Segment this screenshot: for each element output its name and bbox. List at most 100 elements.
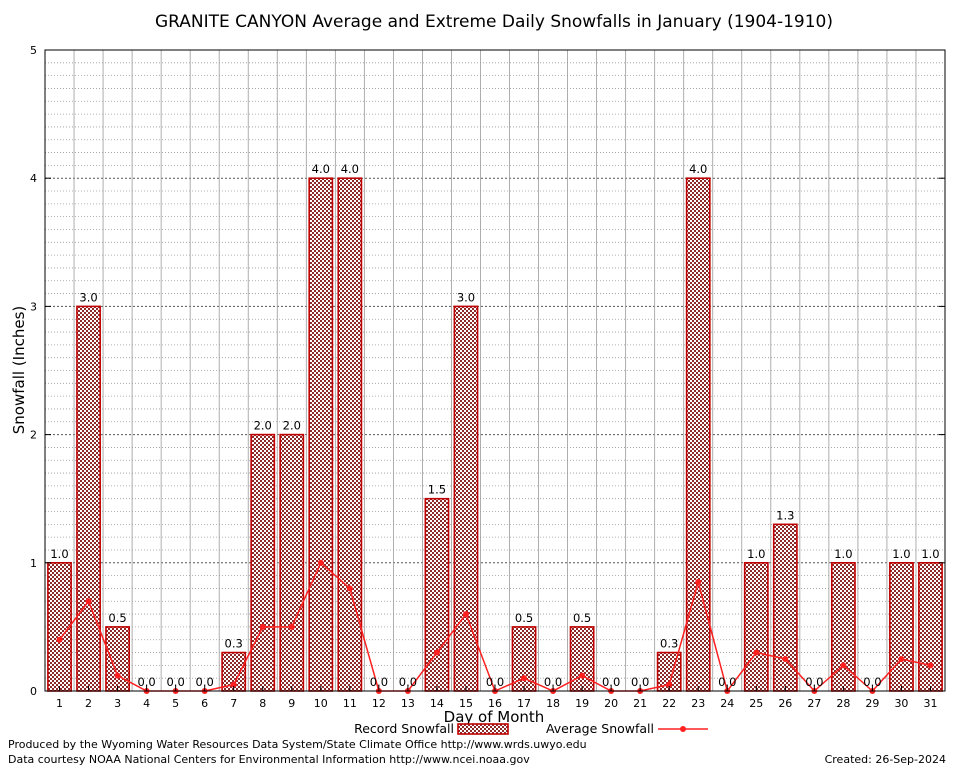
average-point	[695, 579, 702, 586]
average-point	[56, 636, 63, 643]
data-label: 1.5	[428, 483, 446, 497]
data-label: 1.0	[50, 547, 68, 561]
average-point	[782, 655, 789, 662]
x-tick-label: 6	[201, 697, 208, 710]
y-tick-label: 1	[30, 557, 37, 570]
x-tick-label: 26	[778, 697, 792, 710]
y-axis-label: Snowfall (Inches)	[10, 306, 28, 434]
x-tick-label: 18	[546, 697, 560, 710]
bar-day-25	[743, 561, 769, 692]
data-label: 0.0	[370, 675, 388, 689]
data-label: 0.0	[544, 675, 562, 689]
data-label: 4.0	[341, 162, 359, 176]
average-point	[346, 585, 353, 592]
bar-day-30	[889, 561, 914, 692]
grid-lines	[44, 49, 946, 692]
data-label: 3.0	[79, 290, 97, 304]
legend-record-swatch	[457, 723, 509, 735]
data-label: 0.0	[805, 675, 823, 689]
data-label: 0.5	[108, 611, 126, 625]
average-point	[114, 672, 121, 679]
bar-day-1	[47, 561, 72, 692]
x-tick-label: 4	[143, 697, 150, 710]
data-label: 1.0	[834, 547, 852, 561]
data-label: 0.0	[718, 675, 736, 689]
average-point	[433, 649, 440, 656]
x-tick-label: 2	[85, 697, 92, 710]
x-axis-label: Day of Month	[444, 708, 545, 726]
data-label: 4.0	[312, 162, 330, 176]
average-point	[927, 662, 934, 669]
footer-created: Created: 26-Sep-2024	[825, 753, 946, 766]
average-point	[579, 672, 586, 679]
data-label: 0.0	[602, 675, 620, 689]
x-tick-label: 28	[836, 697, 850, 710]
data-label: 2.0	[254, 419, 272, 433]
data-label: 4.0	[689, 162, 707, 176]
data-label: 1.3	[776, 508, 794, 522]
legend: Record Snowfall Average Snowfall	[354, 721, 708, 736]
bar-day-10	[308, 177, 334, 692]
data-label: 0.0	[631, 675, 649, 689]
average-point	[85, 598, 92, 605]
average-point	[840, 662, 847, 669]
average-point	[259, 623, 266, 630]
average-point	[521, 675, 528, 682]
x-tick-label: 27	[807, 697, 821, 710]
bar-day-26	[772, 523, 798, 692]
bar-day-15	[453, 305, 479, 692]
bars-group	[47, 177, 943, 692]
data-label: 3.0	[457, 290, 475, 304]
x-tick-label: 15	[459, 697, 473, 710]
data-label: 0.0	[863, 675, 881, 689]
chart-title: GRANITE CANYON Average and Extreme Daily…	[155, 12, 833, 32]
x-tick-label: 3	[114, 697, 121, 710]
x-tick-label: 8	[259, 697, 266, 710]
x-tick-label: 14	[430, 697, 444, 710]
x-tick-label: 10	[314, 697, 328, 710]
x-tick-label: 22	[662, 697, 676, 710]
data-label: 0.0	[137, 675, 155, 689]
average-point	[317, 559, 324, 566]
bar-day-2	[76, 305, 101, 692]
data-label: 0.5	[573, 611, 591, 625]
x-tick-label: 20	[604, 697, 618, 710]
y-tick-label: 5	[30, 44, 37, 57]
y-tick-label: 0	[30, 685, 37, 698]
x-tick-label: 29	[865, 697, 879, 710]
x-tick-label: 24	[720, 697, 734, 710]
data-label: 1.0	[921, 547, 939, 561]
legend-average-swatch-point	[680, 726, 686, 732]
data-label: 0.0	[399, 675, 417, 689]
data-label: 0.0	[486, 675, 504, 689]
x-tick-label: 1	[56, 697, 63, 710]
data-label: 0.0	[196, 675, 214, 689]
footer-courtesy: Data courtesy NOAA National Centers for …	[8, 753, 530, 766]
data-label: 2.0	[283, 419, 301, 433]
average-point	[666, 681, 673, 688]
legend-record-label: Record Snowfall	[354, 721, 454, 736]
x-tick-label: 11	[343, 697, 357, 710]
x-tick-label: 7	[230, 697, 237, 710]
data-label: 0.5	[515, 611, 533, 625]
x-tick-label: 13	[401, 697, 415, 710]
x-tick-label: 30	[894, 697, 908, 710]
y-tick-label: 2	[30, 429, 37, 442]
average-point	[753, 649, 760, 656]
x-tick-label: 31	[923, 697, 937, 710]
x-tick-label: 21	[633, 697, 647, 710]
legend-average-label: Average Snowfall	[546, 721, 654, 736]
bar-day-3	[105, 626, 130, 692]
x-tick-label: 9	[288, 697, 295, 710]
x-tick-label: 17	[517, 697, 531, 710]
data-label: 0.3	[225, 637, 243, 651]
x-tick-label: 19	[575, 697, 589, 710]
bar-day-11	[337, 177, 363, 692]
y-tick-label: 3	[30, 300, 37, 313]
bar-day-31	[918, 561, 943, 692]
data-label: 1.0	[892, 547, 910, 561]
average-point	[462, 611, 469, 618]
footer-produced-by: Produced by the Wyoming Water Resources …	[8, 738, 587, 751]
